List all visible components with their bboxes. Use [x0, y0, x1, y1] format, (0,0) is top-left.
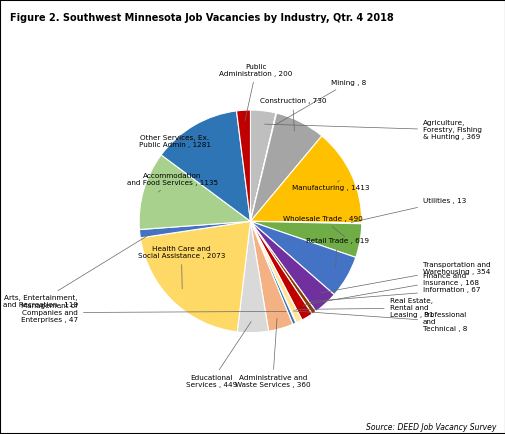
Text: Information , 67: Information , 67: [309, 287, 480, 302]
Text: Accommodation
and Food Services , 1135: Accommodation and Food Services , 1135: [127, 173, 218, 192]
Wedge shape: [250, 113, 276, 221]
Wedge shape: [250, 113, 321, 221]
Wedge shape: [250, 221, 315, 314]
Text: Manufacturing , 1413: Manufacturing , 1413: [291, 181, 369, 191]
Wedge shape: [139, 221, 250, 238]
Wedge shape: [250, 221, 355, 295]
Wedge shape: [161, 111, 250, 221]
Wedge shape: [250, 110, 276, 221]
Text: Agriculture,
Forestry, Fishing
& Hunting , 369: Agriculture, Forestry, Fishing & Hunting…: [264, 120, 481, 140]
Wedge shape: [236, 110, 250, 221]
Text: Professional
and
Technical , 8: Professional and Technical , 8: [293, 311, 467, 332]
Text: Figure 2. Southwest Minnesota Job Vacancies by Industry, Qtr. 4 2018: Figure 2. Southwest Minnesota Job Vacanc…: [10, 13, 393, 23]
Wedge shape: [250, 221, 361, 257]
Wedge shape: [250, 221, 361, 224]
Text: Health Care and
Social Assistance , 2073: Health Care and Social Assistance , 2073: [137, 246, 225, 289]
Wedge shape: [250, 221, 312, 320]
Text: Educational
Services , 449: Educational Services , 449: [185, 322, 250, 388]
Wedge shape: [250, 221, 334, 311]
Wedge shape: [140, 221, 250, 332]
Text: Other Services, Ex.
Public Admin , 1281: Other Services, Ex. Public Admin , 1281: [138, 135, 211, 148]
Text: Real Estate,
Rental and
Leasing , 91: Real Estate, Rental and Leasing , 91: [295, 298, 432, 318]
Text: Arts, Entertainment,
and Recreation , 119: Arts, Entertainment, and Recreation , 11…: [3, 233, 150, 308]
Text: Construction , 730: Construction , 730: [259, 99, 325, 131]
Wedge shape: [250, 136, 361, 223]
Text: Public
Administration , 200: Public Administration , 200: [219, 64, 292, 121]
Text: Wholesale Trade , 490: Wholesale Trade , 490: [282, 216, 362, 237]
Wedge shape: [139, 155, 250, 230]
Wedge shape: [250, 221, 295, 324]
Wedge shape: [250, 221, 301, 323]
Text: Transportation and
Warehousing , 354: Transportation and Warehousing , 354: [319, 262, 490, 293]
Text: Management of
Companies and
Enterprises , 47: Management of Companies and Enterprises …: [21, 302, 286, 322]
Text: Administrative and
Waste Services , 360: Administrative and Waste Services , 360: [234, 319, 310, 388]
Text: Mining , 8: Mining , 8: [275, 79, 365, 125]
Text: Finance and
Insurance , 168: Finance and Insurance , 168: [302, 273, 478, 305]
Wedge shape: [250, 221, 292, 331]
Wedge shape: [237, 221, 268, 332]
Text: Utilities , 13: Utilities , 13: [350, 198, 465, 223]
Wedge shape: [250, 221, 296, 323]
Text: Retail Trade , 619: Retail Trade , 619: [305, 238, 368, 268]
Text: Source: DEED Job Vacancy Survey: Source: DEED Job Vacancy Survey: [365, 423, 495, 432]
